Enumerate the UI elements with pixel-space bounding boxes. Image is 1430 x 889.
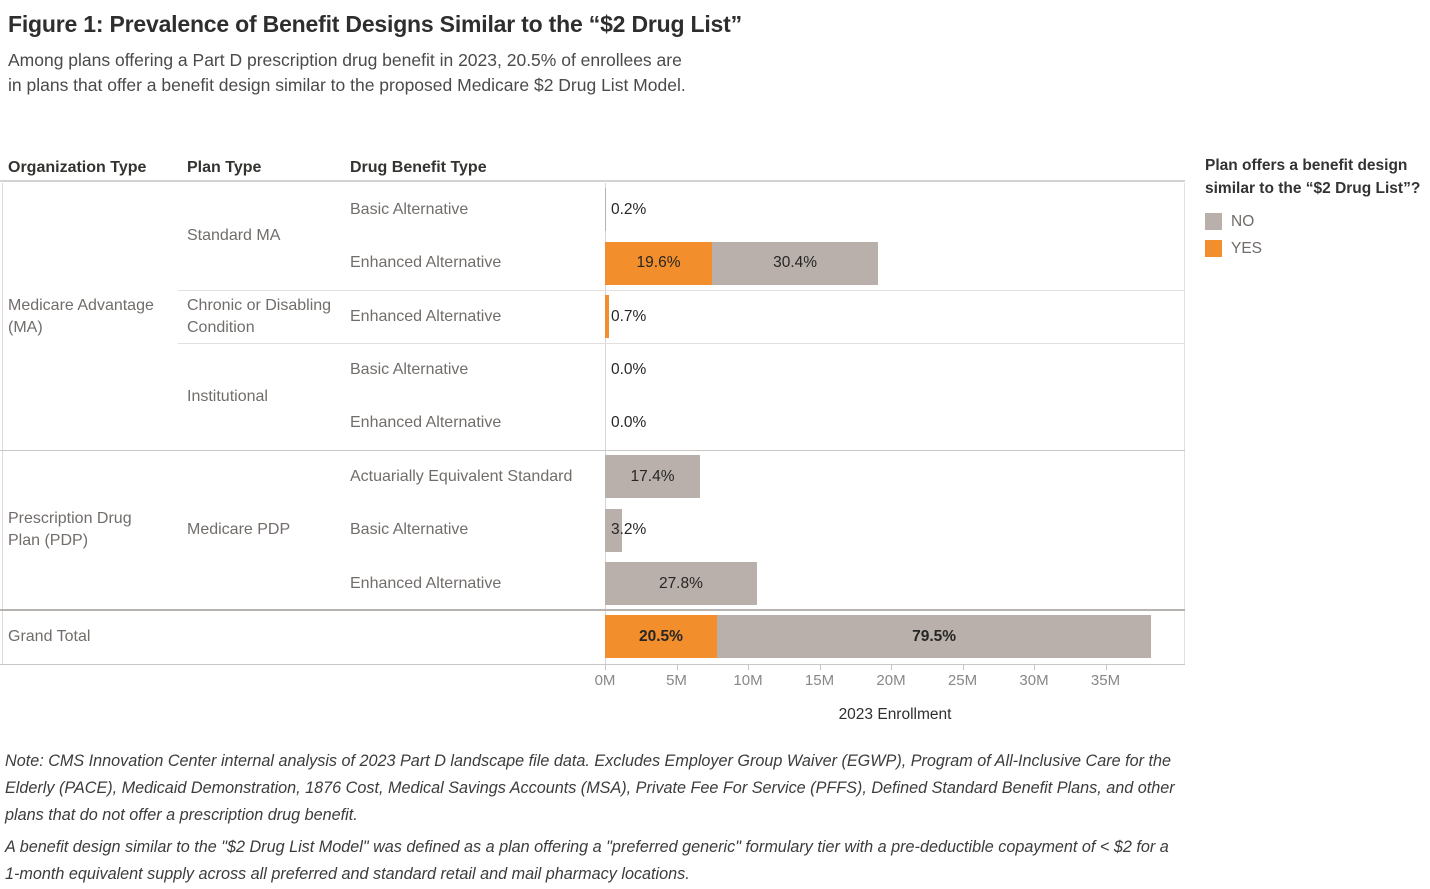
bar-value-label: 19.6% [636,254,681,272]
x-axis-tick [676,663,678,670]
column-header-drug-benefit-type: Drug Benefit Type [350,159,487,176]
bar-segment-yes[interactable] [605,615,717,659]
organization-group-label: Prescription Drug Plan (PDP) [8,510,132,550]
bar-value-label: 79.5% [912,627,957,645]
bar-value-label: 20.5% [639,627,683,645]
legend-title: Plan offers a benefit design similar to … [1205,157,1421,197]
plan-group-label: Institutional [187,387,268,405]
bar-segment-no[interactable] [716,615,1152,659]
note-data-source: Note: CMS Innovation Center internal ana… [5,752,1175,824]
column-header-plan-type: Plan Type [187,159,262,176]
organization-group-label: Medicare Advantage (MA) [8,296,154,336]
table-left-border [2,183,3,664]
benefit-type-label: Basic Alternative [350,360,469,378]
benefit-type-label: Basic Alternative [350,200,469,218]
x-axis-tick-label: 10M [733,672,763,689]
bar-value-label: 30.4% [773,254,818,272]
x-axis-title: 2023 Enrollment [838,706,952,723]
x-axis-tick-label: 30M [1019,672,1049,689]
benefit-type-label: Basic Alternative [350,521,469,539]
zero-baseline [605,183,606,664]
bar-segment-yes[interactable] [605,295,609,338]
benefit-type-label: Enhanced Alternative [350,307,502,325]
x-axis-tick [962,663,964,670]
organization-group-separator [0,450,1185,451]
bar-value-label: 27.8% [658,574,703,592]
figure-subtitle: Among plans offering a Part D prescripti… [8,50,686,95]
header-rule [0,180,1185,182]
bar-segment-no[interactable] [605,455,701,499]
bar-value-label: 0.0% [611,360,647,378]
legend-item-label: NO [1231,212,1255,230]
x-axis-tick [1105,663,1107,670]
figure-title: Figure 1: Prevalence of Benefit Designs … [8,11,742,37]
bar-value-label: 0.2% [611,200,647,218]
benefit-type-label: Enhanced Alternative [350,574,502,592]
bar-value-label: 0.0% [611,414,647,432]
plan-group-label: Standard MA [187,227,281,245]
bar-segment-yes[interactable] [605,241,713,285]
x-axis-tick [891,663,892,670]
legend-items: NO YES [1205,208,1430,262]
x-axis-tick [1034,663,1035,670]
legend-swatch-no[interactable] [1205,213,1222,230]
x-axis-tick-label: 20M [876,672,906,689]
bar-segment-no[interactable] [712,241,879,285]
grand-total-label: Grand Total [8,627,91,645]
benefit-type-label: Enhanced Alternative [350,254,502,272]
x-axis-tick-label: 35M [1090,672,1121,689]
x-axis-tick-label: 25M [947,672,978,689]
bar-value-label: 0.7% [611,307,647,325]
legend-item-no[interactable]: NO [1205,208,1430,235]
chart-right-border [1184,183,1185,664]
note-benefit-design-definition: A benefit design similar to the "$2 Drug… [5,838,1169,883]
bar-segment-no[interactable] [605,508,623,552]
legend: Plan offers a benefit design similar to … [1205,154,1430,262]
x-axis-tick [819,663,821,670]
bar-segment-no[interactable] [605,188,607,232]
legend-item-yes[interactable]: YES [1205,235,1430,262]
x-axis-tick-label: 5M [666,672,687,689]
grand-total-top-rule [0,609,1185,612]
plan-group-separator [178,343,1185,345]
bar-segment-no[interactable] [605,562,757,605]
x-axis-tick-label: 15M [804,672,835,689]
bar-value-label: 3.2% [611,521,647,539]
plan-group-separator [178,289,1185,291]
x-axis-tick [748,663,749,670]
x-axis-line [0,663,1185,665]
column-header-organization-type: Organization Type [8,159,147,176]
bar-value-label: 17.4% [630,467,675,485]
plan-group-label: Medicare PDP [187,521,291,539]
legend-item-label: YES [1231,239,1263,257]
benefit-type-label: Actuarially Equivalent Standard [350,467,573,485]
legend-swatch-yes[interactable] [1205,240,1222,257]
x-axis-tick [605,663,606,670]
x-axis-tick-label: 0M [594,672,616,689]
benefit-type-label: Enhanced Alternative [350,414,502,432]
plan-group-label: Chronic or Disabling Condition [187,296,332,336]
